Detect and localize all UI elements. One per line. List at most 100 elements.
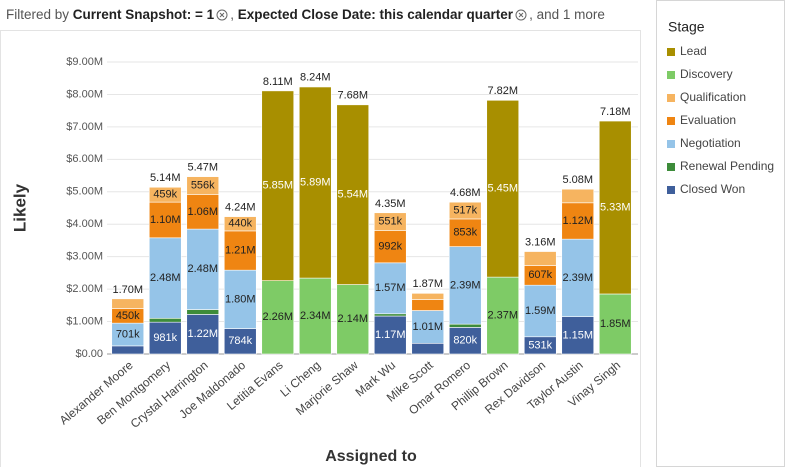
data-label: 459k: [153, 189, 177, 201]
data-label: 1.85M: [600, 318, 631, 330]
total-label: 7.82M: [487, 85, 518, 97]
data-label: 450k: [116, 310, 140, 322]
chart-frame: [0, 30, 641, 467]
filter-more[interactable]: , and 1 more: [529, 7, 605, 22]
data-label: 5.45M: [487, 183, 518, 195]
data-label: 1.12M: [562, 215, 593, 227]
bar-segment: [411, 299, 445, 311]
bar-segment: [598, 293, 632, 355]
y-tick-label: $9.00M: [66, 56, 103, 68]
data-label: 1.59M: [525, 305, 556, 317]
data-label: 556k: [191, 180, 215, 192]
legend-label: Closed Won: [680, 182, 745, 196]
bar-segment: [373, 262, 407, 315]
remove-filter-icon[interactable]: [216, 9, 228, 21]
legend-label: Qualification: [680, 90, 746, 104]
data-label: 820k: [453, 335, 477, 347]
data-label: 853k: [453, 227, 477, 239]
y-tick-label: $6.00M: [66, 153, 103, 165]
bar-segment: [186, 194, 220, 230]
data-label: 5.33M: [600, 201, 631, 213]
legend-swatch: [667, 140, 675, 148]
filter-chip[interactable]: Current Snapshot: = 1: [72, 7, 215, 22]
total-label: 1.70M: [112, 284, 143, 296]
data-label: 531k: [528, 339, 552, 351]
legend-label: Discovery: [680, 67, 733, 81]
data-label: 440k: [228, 218, 252, 230]
data-label: 981k: [153, 332, 177, 344]
y-tick-label: $3.00M: [66, 251, 103, 263]
y-tick-label: $8.00M: [66, 88, 103, 100]
data-label: 1.15M: [562, 329, 593, 341]
total-label: 8.24M: [300, 72, 331, 84]
bar-segment: [148, 237, 182, 319]
data-label: 2.39M: [450, 279, 481, 291]
y-tick-label: $5.00M: [66, 186, 103, 198]
bar-segment: [373, 230, 407, 264]
bar-segment: [336, 104, 370, 285]
bar-segment: [561, 202, 595, 240]
bar-segment: [411, 310, 445, 344]
total-label: 7.68M: [337, 90, 368, 102]
bar-segment: [411, 293, 445, 300]
legend-label: Lead: [680, 44, 707, 58]
data-label: 517k: [453, 204, 477, 216]
total-label: 3.16M: [525, 236, 556, 248]
bar-segment: [561, 316, 595, 355]
bar-segment: [448, 323, 482, 328]
bar-segment: [148, 186, 182, 203]
data-label: 2.37M: [487, 309, 518, 321]
bar-segment: [111, 298, 145, 309]
bar-segment: [111, 345, 145, 355]
bar-segment: [298, 277, 332, 355]
total-label: 4.68M: [450, 187, 481, 199]
bar-segment: [448, 246, 482, 325]
y-tick-label: $4.00M: [66, 218, 103, 230]
filter-chip[interactable]: Expected Close Date: this calendar quart…: [237, 7, 514, 22]
data-label: 551k: [378, 216, 402, 228]
y-tick-label: $1.00M: [66, 315, 103, 327]
bar-segment: [223, 269, 257, 329]
data-label: 607k: [528, 269, 552, 281]
data-label: 2.48M: [150, 272, 181, 284]
remove-filter-icon[interactable]: [515, 9, 527, 21]
data-label: 1.80M: [225, 293, 256, 305]
total-label: 5.08M: [562, 174, 593, 186]
legend-swatch: [667, 186, 675, 194]
bar-segment: [448, 327, 482, 355]
bar-segment: [373, 315, 407, 355]
bar-segment: [186, 309, 220, 315]
y-tick-label: $7.00M: [66, 121, 103, 133]
data-label: 1.21M: [225, 244, 256, 256]
legend-swatch: [667, 117, 675, 125]
data-label: 1.17M: [375, 329, 406, 341]
data-label: 1.57M: [375, 282, 406, 294]
data-label: 701k: [116, 328, 140, 340]
bar-segment: [261, 280, 295, 355]
bar-segment: [523, 251, 557, 266]
y-axis-title: Likely: [10, 183, 29, 232]
bar-segment: [148, 317, 182, 323]
data-label: 2.39M: [562, 272, 593, 284]
bar-segment: [373, 313, 407, 317]
data-label: 784k: [228, 335, 252, 347]
y-tick-label: $2.00M: [66, 283, 103, 295]
bar-segment: [486, 99, 520, 278]
legend-swatch: [667, 94, 675, 102]
total-label: 5.47M: [187, 161, 218, 173]
bar-segment: [448, 218, 482, 247]
legend-label: Renewal Pending: [680, 159, 774, 173]
data-label: 992k: [378, 241, 402, 253]
data-label: 1.01M: [412, 321, 443, 333]
legend-label: Evaluation: [680, 113, 736, 127]
data-label: 5.85M: [262, 180, 293, 192]
data-label: 1.10M: [150, 214, 181, 226]
bar-segment: [186, 314, 220, 355]
filter-bar: Filtered by Current Snapshot: = 1, Expec…: [6, 7, 605, 22]
total-label: 5.14M: [150, 172, 181, 184]
filter-prefix: Filtered by: [6, 7, 70, 22]
data-label: 1.06M: [187, 206, 218, 218]
total-label: 4.35M: [375, 198, 406, 210]
x-axis-title: Assigned to: [325, 448, 417, 465]
data-label: 2.48M: [187, 263, 218, 275]
